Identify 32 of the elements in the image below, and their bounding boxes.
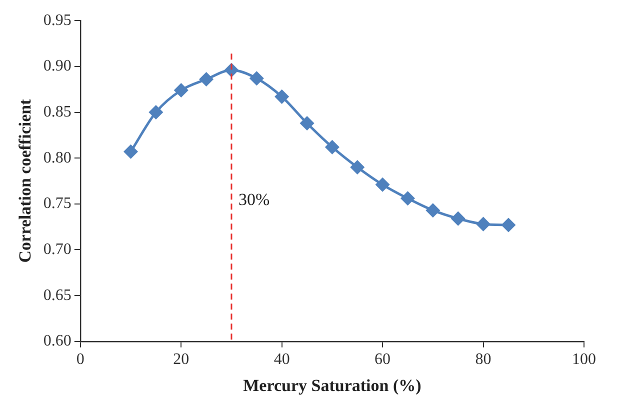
x-tick-label: 40 xyxy=(274,351,290,368)
y-tick-label: 0.95 xyxy=(43,12,72,29)
point xyxy=(200,72,214,86)
point xyxy=(451,212,465,226)
y-tick-label: 0.70 xyxy=(43,240,72,258)
point xyxy=(250,72,264,86)
point xyxy=(502,218,516,232)
point xyxy=(300,116,314,130)
x-tick-label: 60 xyxy=(374,351,391,368)
y-tick-label: 0.60 xyxy=(43,332,72,350)
point xyxy=(174,84,188,98)
y-tick-label: 0.90 xyxy=(43,58,72,75)
x-axis-title: Mercury Saturation (%) xyxy=(243,376,422,396)
y-tick-label: 0.80 xyxy=(43,149,72,166)
ref-line-label: 30% xyxy=(238,190,270,210)
x-tick-label: 0 xyxy=(76,351,84,368)
x-tick-label: 100 xyxy=(572,351,596,368)
point xyxy=(376,178,390,192)
point xyxy=(275,90,289,104)
point xyxy=(476,217,490,231)
y-tick-label: 0.75 xyxy=(43,195,72,212)
point xyxy=(149,106,163,120)
point xyxy=(426,204,440,218)
point xyxy=(350,160,364,174)
point xyxy=(124,144,138,158)
point xyxy=(325,140,339,154)
point xyxy=(400,192,414,206)
x-tick-label: 80 xyxy=(475,351,492,368)
y-tick-label: 0.85 xyxy=(43,103,72,120)
y-tick-label: 0.65 xyxy=(43,286,72,304)
y-axis-title: Correlation coefficient xyxy=(16,98,35,263)
x-tick-label: 20 xyxy=(173,351,190,368)
